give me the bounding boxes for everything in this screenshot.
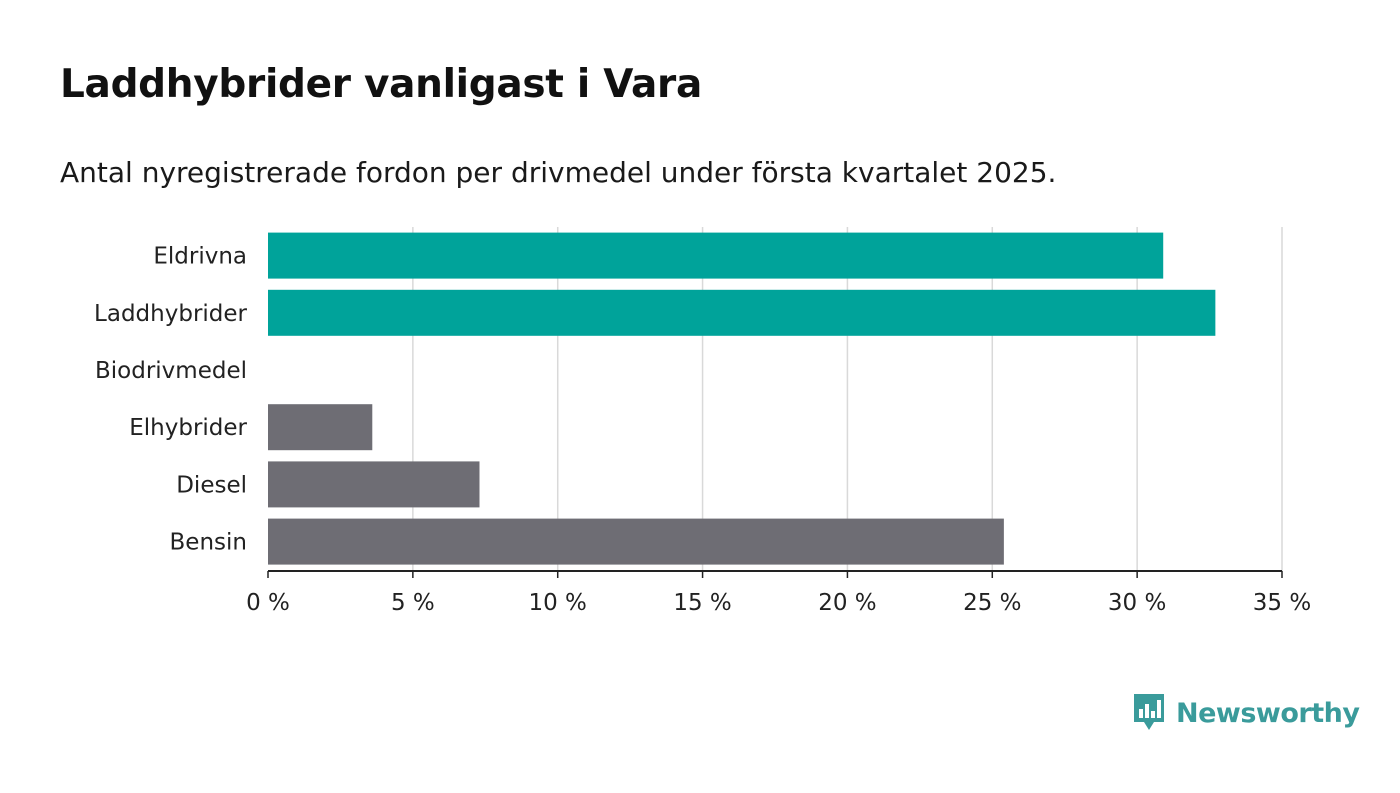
bar-diesel: [268, 461, 480, 508]
x-tick-label: 20 %: [818, 590, 876, 616]
x-tick-label: 0 %: [246, 590, 290, 616]
bar-bensin: [268, 518, 1004, 565]
category-labels: Eldrivna Laddhybrider Biodrivmedel Elhybrid…: [94, 244, 247, 556]
x-tick-label: 25 %: [963, 590, 1021, 616]
bar-laddhybrider: [268, 289, 1216, 336]
bars: [268, 232, 1216, 565]
chart-subtitle: Antal nyregistrerade fordon per drivmede…: [60, 156, 1057, 189]
bar-chart-speech-bubble-icon: [1134, 694, 1164, 730]
x-tick-label: 5 %: [391, 590, 435, 616]
category-label: Diesel: [176, 472, 247, 498]
category-label: Laddhybrider: [94, 301, 247, 327]
grid-lines: [412, 227, 1283, 571]
x-axis: 0 % 5 % 10 % 15 % 20 % 25 % 30 % 35 %: [246, 570, 1311, 616]
bar-elhybrider: [268, 404, 373, 451]
newsworthy-logo: Newsworthy: [1132, 692, 1360, 734]
bar-eldrivna: [268, 232, 1164, 279]
category-label: Elhybrider: [129, 415, 247, 441]
x-tick-label: 30 %: [1108, 590, 1166, 616]
category-label: Biodrivmedel: [95, 358, 247, 384]
x-tick-label: 35 %: [1253, 590, 1311, 616]
x-tick-label: 10 %: [528, 590, 586, 616]
chart-title: Laddhybrider vanligast i Vara: [60, 62, 702, 107]
category-label: Bensin: [170, 530, 247, 556]
brand-name: Newsworthy: [1176, 697, 1360, 729]
x-tick-label: 15 %: [673, 590, 731, 616]
category-label: Eldrivna: [153, 244, 247, 270]
